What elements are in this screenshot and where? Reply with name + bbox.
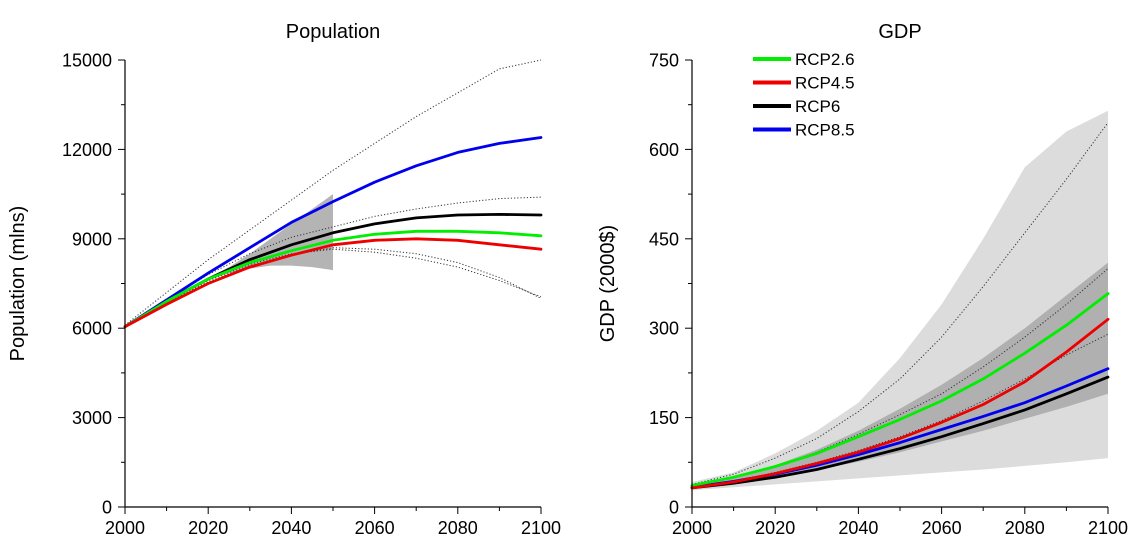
- panel-gdp: 0 150 300 450 600 750 2000 2020 2040 2060 2080 2100…: [597, 21, 1128, 538]
- x-tick-label: 2040: [271, 518, 311, 538]
- chart-title: Population: [286, 21, 381, 43]
- x-tick-label: 2100: [1088, 518, 1128, 538]
- uncertainty-band-1: [208, 194, 333, 281]
- series-line-rcp6: [690, 375, 1110, 490]
- legend-label: RCP6: [795, 97, 840, 116]
- y-tick-label: 750: [649, 51, 679, 71]
- x-tick-label: 2060: [922, 518, 962, 538]
- series-line-rcp4-5: [123, 237, 543, 329]
- y-tick-label: 6000: [72, 319, 112, 339]
- series-line-rcp2-6: [123, 229, 543, 329]
- x-tick-label: 2040: [838, 518, 878, 538]
- y-tick-label: 12000: [62, 140, 112, 160]
- y-tick-label: 0: [669, 498, 679, 518]
- y-tick-label: 0: [102, 498, 112, 518]
- y-tick-label: 9000: [72, 229, 112, 249]
- x-tick-label: 2060: [355, 518, 395, 538]
- x-tick-label: 2080: [438, 518, 478, 538]
- y-tick-label: 600: [649, 140, 679, 160]
- series-line-rcp2-6: [690, 292, 1110, 487]
- reference-line-3: [124, 248, 542, 328]
- series-line-rcp8-5: [123, 136, 543, 329]
- legend-label: RCP8.5: [795, 121, 855, 140]
- reference-line-4: [124, 247, 542, 328]
- x-tick-label: 2020: [755, 518, 795, 538]
- legend-label: RCP4.5: [795, 74, 855, 93]
- y-axis-label: Population (mlns): [7, 206, 29, 362]
- x-tick-label: 2000: [105, 518, 145, 538]
- y-tick-label: 3000: [72, 408, 112, 428]
- y-tick-label: 450: [649, 229, 679, 249]
- panel-population: 0 3000 6000 9000 12000 15000 2000 2020 2040 2060 2…: [7, 21, 561, 538]
- y-axis-label: GDP (2000$): [597, 225, 619, 342]
- legend: RCP2.6 RCP4.5 RCP6 RCP8.5: [753, 50, 855, 140]
- reference-line-1: [124, 59, 542, 326]
- x-tick-label: 2000: [672, 518, 712, 538]
- x-tick-label: 2020: [188, 518, 228, 538]
- y-tick-label: 300: [649, 319, 679, 339]
- x-tick-label: 2080: [1005, 518, 1045, 538]
- y-tick-label: 15000: [62, 51, 112, 71]
- chart-title: GDP: [878, 21, 921, 43]
- series-line-rcp4-5: [690, 317, 1110, 490]
- x-tick-label: 2100: [521, 518, 561, 538]
- legend-label: RCP2.6: [795, 50, 855, 69]
- y-tick-label: 150: [649, 408, 679, 428]
